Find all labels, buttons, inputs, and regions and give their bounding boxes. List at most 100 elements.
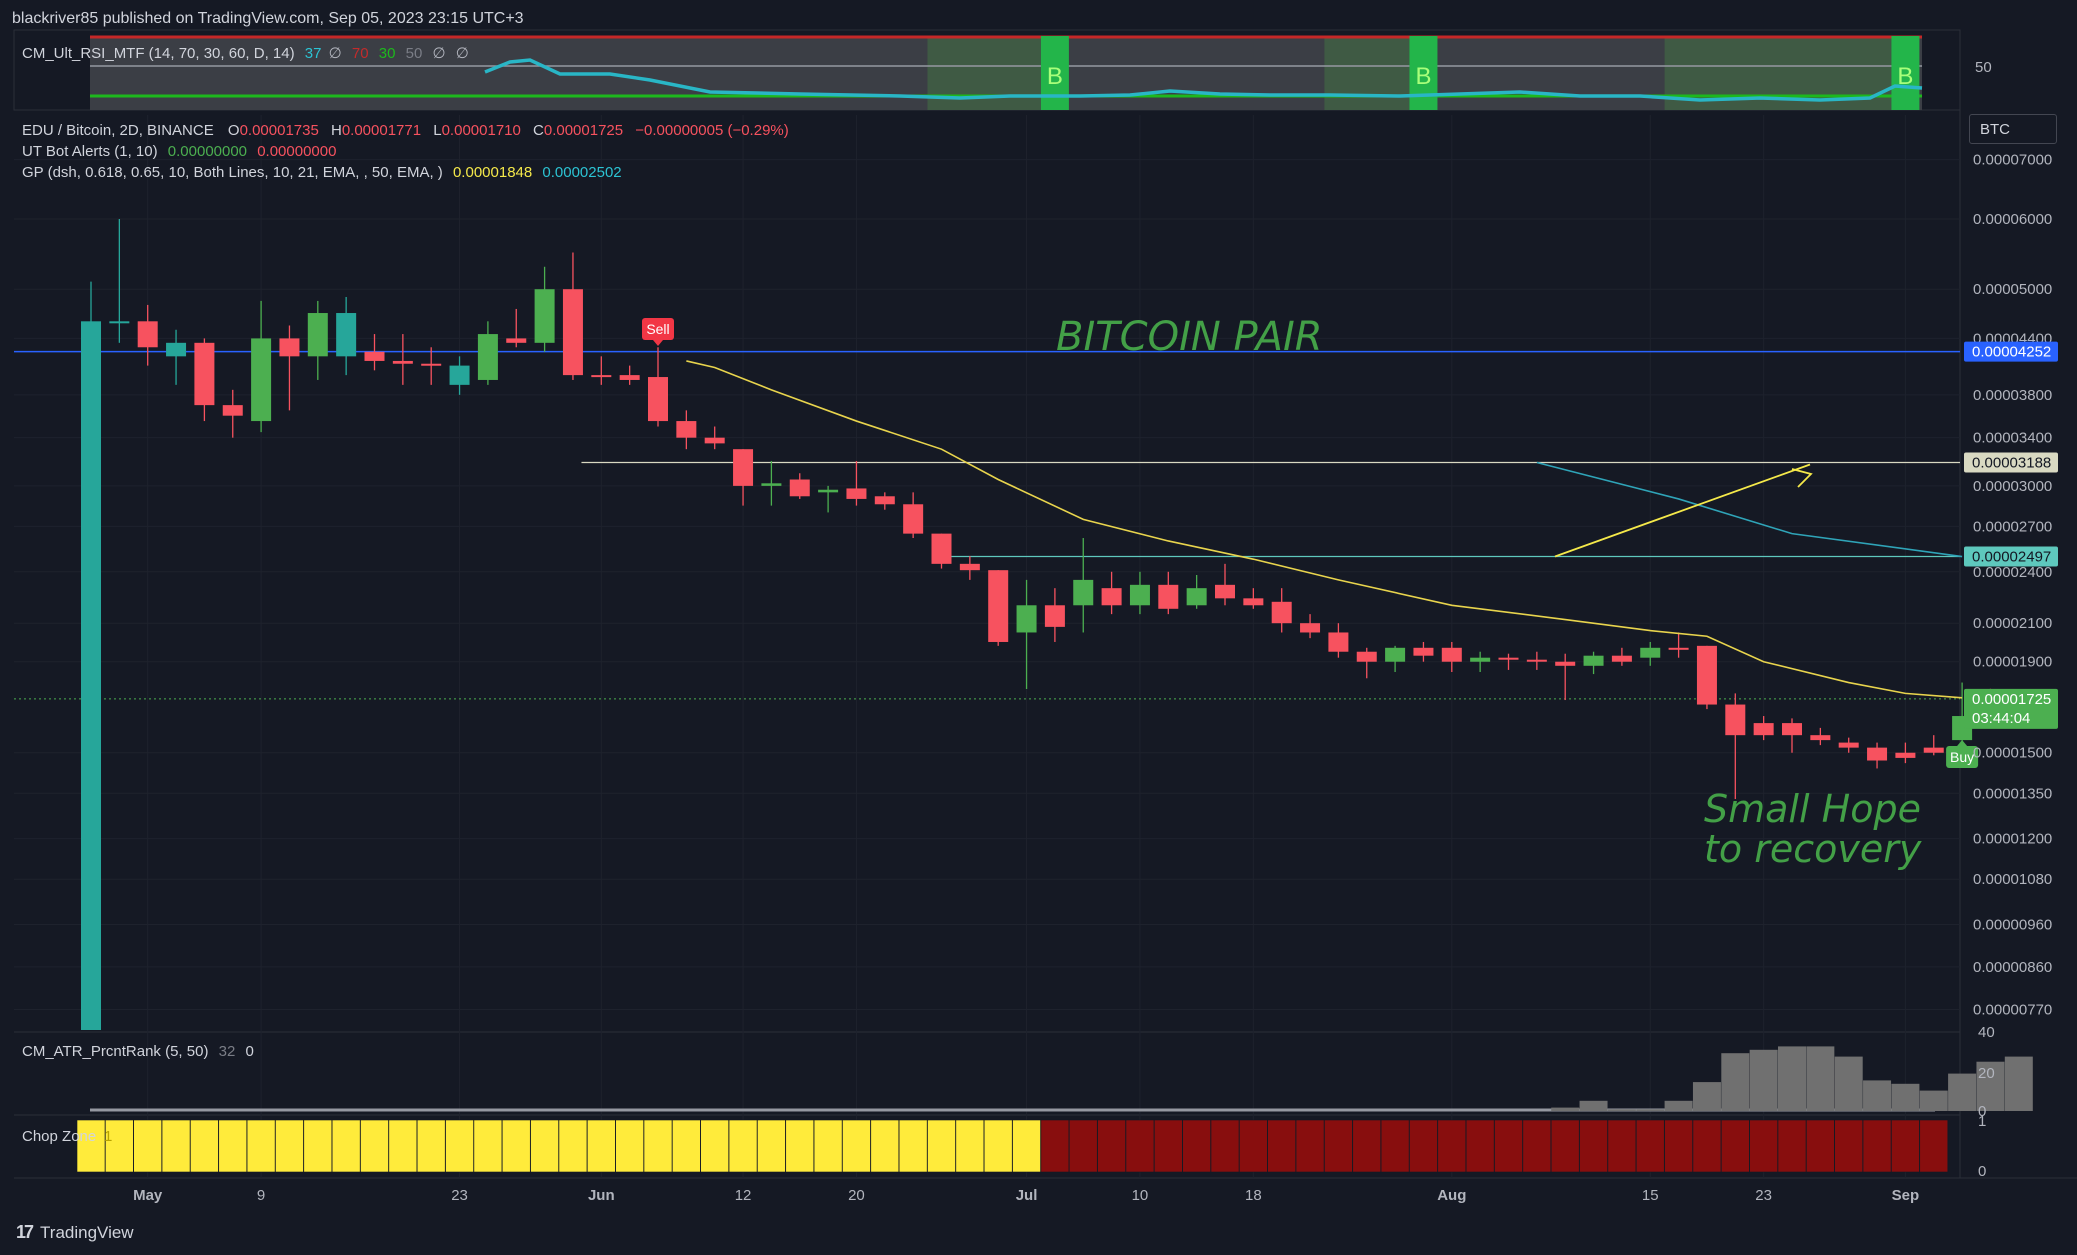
candle-body <box>307 313 328 357</box>
atr-bar <box>1976 1061 2005 1111</box>
chop-bar <box>1324 1119 1353 1173</box>
candle <box>421 347 442 385</box>
chop-bar <box>416 1119 446 1173</box>
rsi-value-6: ∅ <box>455 45 469 62</box>
candle <box>959 556 980 580</box>
chop-bar <box>1834 1119 1863 1173</box>
candle-body <box>222 405 243 416</box>
chop-bar <box>1239 1119 1268 1173</box>
candle <box>1328 623 1349 658</box>
candle <box>1668 632 1689 658</box>
candles <box>81 219 2001 1030</box>
candle <box>1555 653 1576 701</box>
candle-body <box>1215 584 1235 599</box>
candle-body <box>1158 584 1179 609</box>
candle <box>818 485 839 513</box>
candle-body <box>1073 579 1094 606</box>
candle-body <box>562 289 583 376</box>
time-tick-label: 23 <box>1755 1187 1772 1204</box>
atr-bar <box>1692 1082 1721 1111</box>
atr-value-2: 0 <box>245 1043 254 1060</box>
chop-bar <box>1040 1119 1070 1173</box>
rsi-buy-marker-label: B <box>1415 63 1431 90</box>
chop-bar <box>1210 1119 1240 1173</box>
chop-bar <box>1862 1119 1892 1173</box>
time-tick-label: Jun <box>588 1187 615 1204</box>
sell-signal-label: Sell <box>646 321 669 337</box>
atr-bar <box>1721 1053 1750 1111</box>
candle-body <box>1385 647 1406 662</box>
chop-bar <box>700 1119 730 1173</box>
rsi-buy-zone <box>1324 36 1410 110</box>
rsi-buy-marker-label: B <box>1897 63 1913 90</box>
candle <box>1271 588 1292 633</box>
rsi-value-4: 50 <box>405 45 423 62</box>
symbol-name[interactable]: EDU / Bitcoin, 2D, BINANCE <box>22 122 214 139</box>
price-tick-label: 0.00003800 <box>1973 387 2052 404</box>
rsi-buy-marker-label: B <box>1047 63 1063 90</box>
candle-body <box>818 489 839 493</box>
chop-tick-label: 1 <box>1978 1113 1986 1130</box>
price-tick-label: 0.00000770 <box>1973 1001 2052 1018</box>
candle-body <box>1668 647 1689 650</box>
atr-bar <box>1863 1080 1892 1111</box>
candle <box>109 219 130 343</box>
candle-body <box>931 533 952 564</box>
candle-body <box>761 483 782 486</box>
atr-bar <box>1806 1046 1835 1111</box>
candle-body <box>1413 647 1434 656</box>
chop-bar <box>1806 1119 1835 1173</box>
candle-body <box>1271 601 1292 624</box>
candle-body <box>534 289 555 343</box>
candle <box>1129 571 1150 615</box>
price-badge-label: 0.00004252 <box>1972 344 2051 361</box>
ut-bot-name[interactable]: UT Bot Alerts (1, 10) <box>22 143 158 160</box>
candle <box>562 252 583 380</box>
currency-button[interactable]: BTC <box>1969 114 2057 144</box>
chop-bar <box>1012 1119 1041 1173</box>
chop-bar <box>1267 1119 1296 1173</box>
candle-body <box>137 321 158 348</box>
candle-body <box>506 338 527 343</box>
price-tick-label: 0.00003000 <box>1973 478 2052 495</box>
chop-bar <box>1352 1119 1382 1173</box>
candle-body <box>1129 584 1150 606</box>
candle-body <box>1328 632 1349 652</box>
candle-body <box>619 375 640 380</box>
chop-bar <box>1522 1119 1552 1173</box>
candle <box>251 300 272 433</box>
price-badge <box>1964 688 2058 729</box>
chop-name: Chop Zone <box>22 1128 96 1145</box>
gp-name[interactable]: GP (dsh, 0.618, 0.65, 10, Both Lines, 10… <box>22 164 443 181</box>
candle-body <box>988 570 1009 642</box>
candle <box>1158 571 1179 615</box>
price-tick-label: 0.00000960 <box>1973 917 2052 934</box>
chop-bar <box>1182 1119 1211 1173</box>
gp-legend: GP (dsh, 0.618, 0.65, 10, Both Lines, 10… <box>22 164 628 181</box>
chop-bar <box>558 1119 588 1173</box>
time-tick-label: 10 <box>1132 1187 1149 1204</box>
chop-bar <box>190 1119 219 1173</box>
chop-bar <box>1749 1119 1778 1173</box>
price-tick-label: 0.00001080 <box>1973 871 2052 888</box>
rsi-value-1: 37 <box>304 45 322 62</box>
candle-body <box>1470 657 1491 662</box>
rsi-line <box>484 58 1923 102</box>
price-badge <box>1964 341 2058 362</box>
sell-signal-pointer <box>653 340 663 346</box>
candle-body <box>336 313 357 357</box>
atr-bar <box>1919 1090 1948 1111</box>
candle <box>676 410 697 450</box>
chop-bar <box>1607 1119 1637 1173</box>
candle-body <box>1356 651 1377 662</box>
candle-body <box>591 375 612 378</box>
candle-body <box>1526 659 1547 662</box>
chop-bar <box>1068 1119 1098 1173</box>
footer-brand[interactable]: TradingView <box>40 1222 134 1242</box>
price-tick-label: 0.00001350 <box>1973 785 2052 802</box>
ut-bot-value-1: 0.00000000 <box>167 143 248 160</box>
candle <box>903 492 924 539</box>
chop-bar <box>1465 1119 1495 1173</box>
atr-name[interactable]: CM_ATR_PrcntRank (5, 50) <box>22 1043 209 1060</box>
